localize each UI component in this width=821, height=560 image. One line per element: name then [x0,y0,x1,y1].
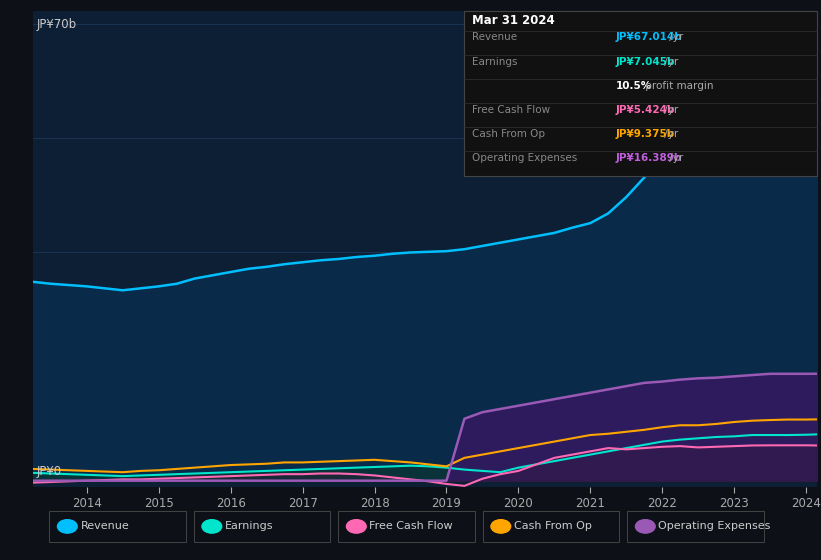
Text: Free Cash Flow: Free Cash Flow [369,521,453,531]
Text: profit margin: profit margin [642,81,713,91]
Text: Earnings: Earnings [472,57,517,67]
Text: Cash From Op: Cash From Op [514,521,592,531]
Text: JP¥0: JP¥0 [37,465,62,478]
Text: /yr: /yr [661,105,678,115]
Text: /yr: /yr [666,153,683,163]
Text: /yr: /yr [666,32,683,43]
Text: /yr: /yr [661,129,678,139]
Text: /yr: /yr [661,57,678,67]
Text: Mar 31 2024: Mar 31 2024 [472,14,555,27]
Text: Cash From Op: Cash From Op [472,129,545,139]
Text: JP¥67.014b: JP¥67.014b [616,32,682,43]
Text: Revenue: Revenue [472,32,517,43]
Text: Revenue: Revenue [80,521,129,531]
Text: Earnings: Earnings [225,521,273,531]
Text: 10.5%: 10.5% [616,81,652,91]
Text: Free Cash Flow: Free Cash Flow [472,105,550,115]
Text: Operating Expenses: Operating Expenses [658,521,771,531]
Text: JP¥5.424b: JP¥5.424b [616,105,675,115]
Text: JP¥70b: JP¥70b [37,18,77,31]
Text: JP¥7.045b: JP¥7.045b [616,57,675,67]
Text: JP¥16.389b: JP¥16.389b [616,153,682,163]
Text: JP¥9.375b: JP¥9.375b [616,129,675,139]
Text: Operating Expenses: Operating Expenses [472,153,577,163]
